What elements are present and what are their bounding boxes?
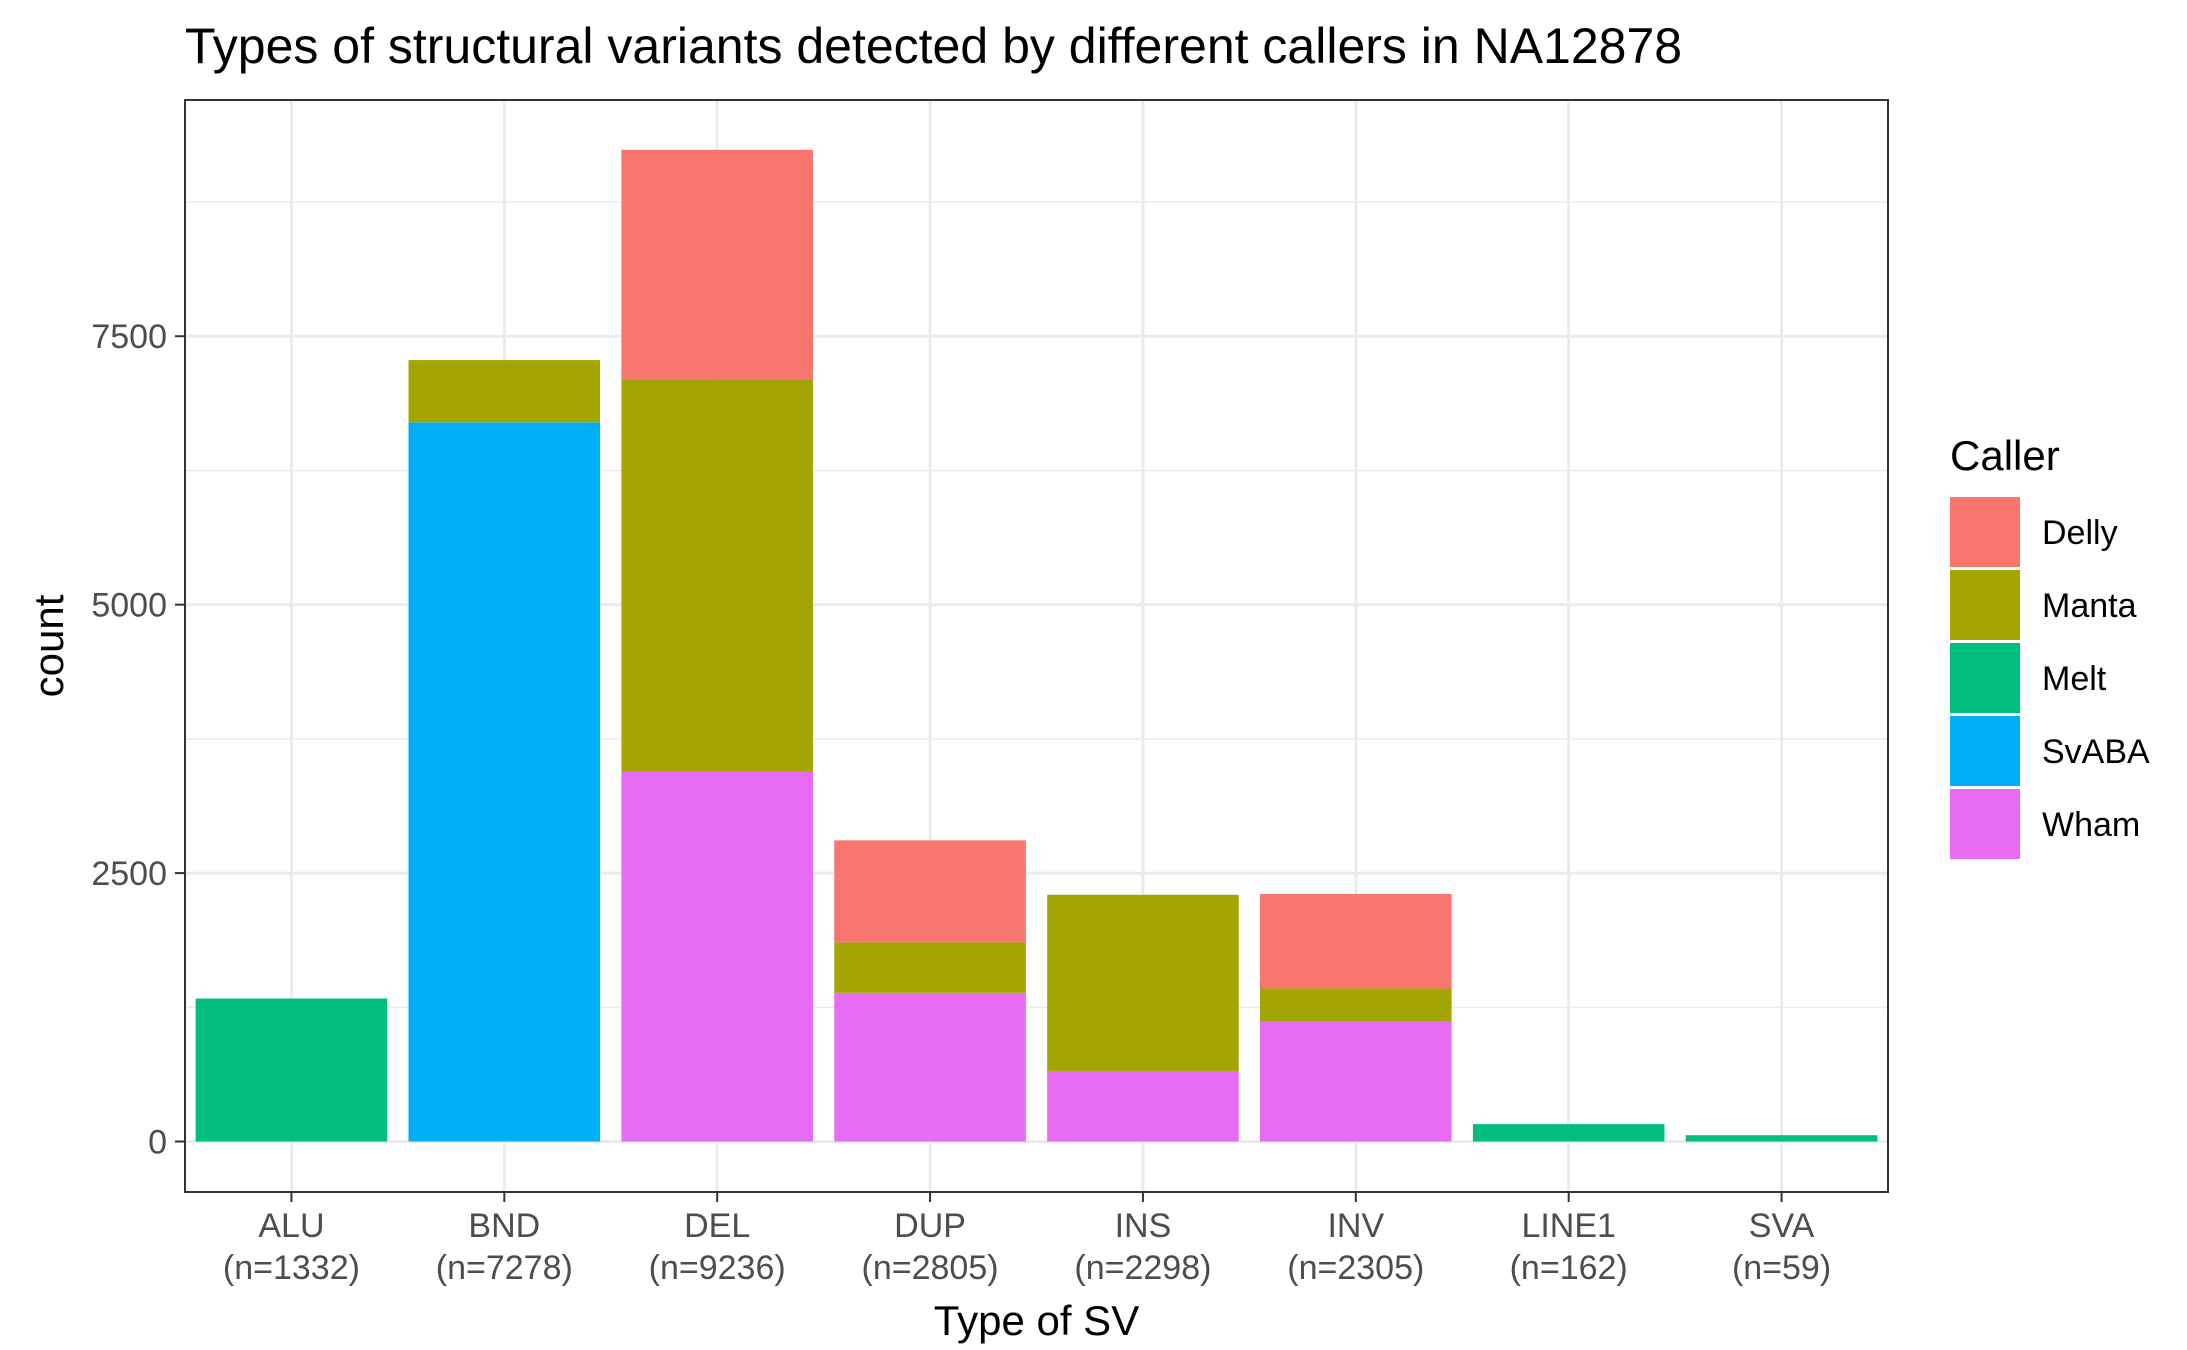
x-tick-count-bnd: (n=7278) bbox=[436, 1249, 573, 1287]
bar-inv-wham bbox=[1260, 1021, 1452, 1142]
legend-label-wham: Wham bbox=[2042, 806, 2140, 844]
x-tick-label-inv: INV bbox=[1327, 1207, 1384, 1245]
y-axis: 0 2500 5000 7500 bbox=[91, 318, 185, 1162]
x-axis: ALU (n=1332) BND (n=7278) DEL (n=9236) DUP (n=2… bbox=[223, 1192, 1831, 1287]
x-tick-count-del: (n=9236) bbox=[649, 1249, 786, 1287]
x-tick-count-alu: (n=1332) bbox=[223, 1249, 360, 1287]
bar-dup-delly bbox=[834, 840, 1026, 943]
bar-bnd-manta bbox=[408, 360, 601, 423]
x-tick-count-inv: (n=2305) bbox=[1287, 1249, 1424, 1287]
plot-border bbox=[184, 99, 1889, 1193]
bar-inv-manta bbox=[1260, 988, 1452, 1022]
legend-key-manta bbox=[1950, 570, 2020, 640]
legend-label-delly: Delly bbox=[2042, 514, 2118, 552]
legend-key-svaba bbox=[1950, 716, 2020, 786]
bar-alu-melt bbox=[195, 998, 388, 1142]
x-tick-count-sva: (n=59) bbox=[1732, 1249, 1831, 1287]
x-tick-label-line1: LINE1 bbox=[1521, 1207, 1616, 1245]
x-tick-label-bnd: BND bbox=[468, 1207, 540, 1245]
plot-panel bbox=[184, 99, 1889, 1193]
legend-label-svaba: SvABA bbox=[2042, 733, 2150, 771]
bar-del-manta bbox=[621, 379, 813, 772]
legend: Caller Delly Manta Melt SvABA Wham bbox=[1950, 432, 2150, 859]
legend-label-manta: Manta bbox=[2042, 587, 2137, 625]
y-tick-label: 2500 bbox=[91, 855, 167, 893]
y-axis-title: count bbox=[25, 594, 72, 697]
y-tick-label: 5000 bbox=[91, 587, 167, 625]
y-tick-label: 7500 bbox=[91, 318, 167, 356]
x-tick-label-del: DEL bbox=[684, 1207, 750, 1245]
x-tick-count-ins: (n=2298) bbox=[1074, 1249, 1211, 1287]
bar-del-delly bbox=[621, 149, 813, 380]
legend-title: Caller bbox=[1950, 432, 2060, 479]
bar-line1-melt bbox=[1472, 1124, 1665, 1142]
legend-key-melt bbox=[1950, 643, 2020, 713]
x-tick-count-dup: (n=2805) bbox=[862, 1249, 999, 1287]
bar-sva-melt bbox=[1685, 1135, 1878, 1142]
bar-dup-wham bbox=[834, 992, 1026, 1142]
legend-key-delly bbox=[1950, 497, 2020, 567]
bar-dup-manta bbox=[834, 942, 1026, 993]
x-tick-count-line1: (n=162) bbox=[1510, 1249, 1628, 1287]
bar-bnd-svaba bbox=[408, 422, 601, 1142]
legend-key-wham bbox=[1950, 789, 2020, 859]
bars bbox=[195, 149, 1878, 1142]
chart-title: Types of structural variants detected by… bbox=[185, 18, 1682, 74]
bar-inv-delly bbox=[1260, 894, 1452, 989]
bar-ins-wham bbox=[1047, 1070, 1239, 1142]
x-tick-label-sva: SVA bbox=[1749, 1207, 1815, 1245]
x-tick-label-dup: DUP bbox=[894, 1207, 966, 1245]
x-tick-label-ins: INS bbox=[1115, 1207, 1172, 1245]
y-tick-label: 0 bbox=[148, 1124, 167, 1162]
bar-del-wham bbox=[621, 771, 813, 1142]
bar-ins-manta bbox=[1047, 894, 1239, 1071]
legend-label-melt: Melt bbox=[2042, 660, 2107, 698]
x-tick-label-alu: ALU bbox=[258, 1207, 324, 1245]
x-axis-title: Type of SV bbox=[934, 1297, 1139, 1344]
